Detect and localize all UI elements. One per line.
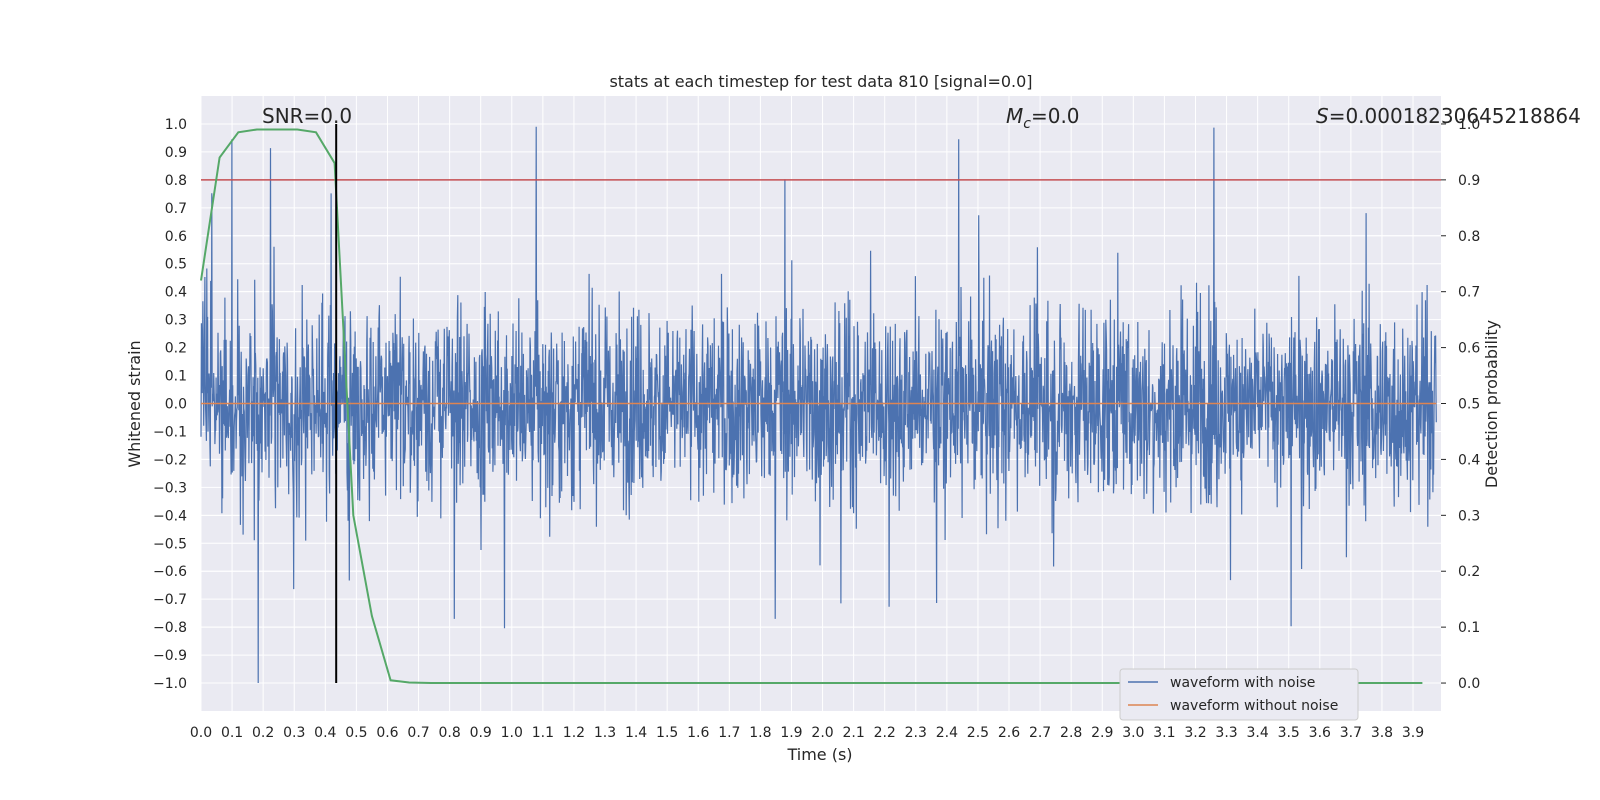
x-tick-label: 3.4	[1247, 725, 1269, 741]
x-tick-label: 2.3	[905, 725, 927, 741]
x-tick-label: 0.9	[470, 725, 492, 741]
y-axis-label: Whitened strain	[125, 340, 144, 467]
y2-tick-label: 0.9	[1458, 173, 1480, 189]
y-tick-label: −0.3	[153, 480, 187, 496]
mc-value: =0.0	[1031, 104, 1080, 128]
x-tick-label: 2.0	[811, 725, 833, 741]
y-tick-labels: 1.0 0.9 0.8 0.7 0.6 0.5 0.4 0.3 0.2 0.1 0.0 −0.1 −0.…	[153, 117, 187, 692]
y2-tick-label: 0.0	[1458, 676, 1480, 692]
s-value: =0.00018230645218864	[1329, 104, 1581, 128]
x-tick-label: 2.6	[998, 725, 1020, 741]
x-tick-label: 3.3	[1215, 725, 1237, 741]
x-tick-label: 2.8	[1060, 725, 1082, 741]
s-annotation: S=0.00018230645218864	[1316, 104, 1581, 128]
x-tick-label: 0.4	[314, 725, 336, 741]
y2-tick-label: 0.7	[1458, 285, 1480, 301]
y2-tick-label: 0.2	[1458, 564, 1480, 580]
mc-annotation: Mc=0.0	[1006, 104, 1080, 132]
x-tick-label: 2.7	[1029, 725, 1051, 741]
x-tick-label: 1.4	[625, 725, 647, 741]
y-tick-label: 1.0	[165, 117, 187, 133]
y-tick-label: −0.2	[153, 452, 187, 468]
y-tick-label: −0.4	[153, 508, 187, 524]
noise-waveform-line	[200, 126, 1437, 684]
x-tick-label: 1.2	[563, 725, 585, 741]
y-tick-label: −0.6	[153, 564, 187, 580]
x-tick-label: 2.9	[1091, 725, 1113, 741]
x-tick-label: 2.1	[842, 725, 864, 741]
x-tick-label: 3.9	[1402, 725, 1424, 741]
x-tick-label: 2.4	[936, 725, 958, 741]
overlays	[200, 123, 1441, 684]
y-tick-label: −0.1	[153, 424, 187, 440]
y-tick-label: −0.8	[153, 620, 187, 636]
x-tick-labels: 0.0 0.1 0.2 0.3 0.4 0.5 0.6 0.7 0.8 0.9 1.0 1.1 1.2 1…	[190, 725, 1424, 741]
y-tick-label: 0.6	[165, 229, 187, 245]
x-tick-label: 1.3	[594, 725, 616, 741]
y-tick-label: −0.9	[153, 648, 187, 664]
x-tick-label: 3.7	[1340, 725, 1362, 741]
x-tick-label: 0.2	[252, 725, 274, 741]
x-tick-label: 1.7	[718, 725, 740, 741]
x-tick-label: 3.1	[1153, 725, 1175, 741]
y2-tick-labels: 1.0 0.9 0.8 0.7 0.6 0.5 0.4 0.3 0.2 0.1 0.0	[1441, 117, 1480, 692]
x-tick-label: 1.8	[749, 725, 771, 741]
y2-tick-label: 0.3	[1458, 508, 1480, 524]
y2-tick-label: 1.0	[1458, 117, 1480, 133]
legend-label-noise: waveform with noise	[1170, 675, 1315, 691]
x-tick-label: 3.6	[1309, 725, 1331, 741]
noise-series	[200, 126, 1437, 684]
x-tick-label: 1.9	[780, 725, 802, 741]
y-tick-label: 0.7	[165, 201, 187, 217]
y-tick-label: 0.9	[165, 145, 187, 161]
mc-symbol: M	[1006, 104, 1023, 128]
x-tick-label: 0.8	[438, 725, 460, 741]
legend-label-clean: waveform without noise	[1170, 698, 1338, 714]
y-tick-label: 0.3	[165, 313, 187, 329]
y-tick-label: −1.0	[153, 676, 187, 692]
mc-subscript: c	[1023, 116, 1031, 132]
x-tick-label: 0.1	[221, 725, 243, 741]
legend-box	[1119, 668, 1359, 721]
y2-tick-label: 0.1	[1458, 620, 1480, 636]
y-tick-label: −0.5	[153, 536, 187, 552]
x-tick-label: 3.2	[1184, 725, 1206, 741]
x-tick-label: 0.7	[407, 725, 429, 741]
y-tick-label: 0.0	[165, 397, 187, 413]
y2-tick-label: 0.6	[1458, 341, 1480, 357]
x-tick-label: 0.3	[283, 725, 305, 741]
x-tick-label: 1.0	[501, 725, 523, 741]
x-tick-label: 1.5	[656, 725, 678, 741]
x-tick-label: 0.0	[190, 725, 212, 741]
s-symbol: S	[1316, 104, 1329, 128]
y2-axis-label: Detection probability	[1482, 320, 1501, 488]
y-tick-label: 0.4	[165, 285, 187, 301]
y-tick-label: −0.7	[153, 592, 187, 608]
y2-tick-label: 0.5	[1458, 397, 1480, 413]
legend: waveform with noise waveform without noi…	[1119, 668, 1359, 721]
y-tick-label: 0.8	[165, 173, 187, 189]
x-tick-label: 0.5	[345, 725, 367, 741]
y-tick-label: 0.2	[165, 341, 187, 357]
chart-title: stats at each timestep for test data 810…	[609, 72, 1032, 91]
x-tick-label: 1.6	[687, 725, 709, 741]
x-tick-label: 1.1	[532, 725, 554, 741]
y-tick-label: 0.5	[165, 257, 187, 273]
y2-tick-label: 0.8	[1458, 229, 1480, 245]
x-axis-label: Time (s)	[786, 745, 852, 764]
x-tick-label: 3.8	[1371, 725, 1393, 741]
detection-probability-line	[200, 128, 1423, 684]
y-tick-label: 0.1	[165, 369, 187, 385]
x-tick-label: 2.5	[967, 725, 989, 741]
y2-tick-label: 0.4	[1458, 452, 1480, 468]
snr-annotation: SNR=0.0	[262, 104, 352, 128]
x-tick-label: 3.0	[1122, 725, 1144, 741]
x-tick-label: 3.5	[1278, 725, 1300, 741]
x-tick-label: 2.2	[874, 725, 896, 741]
x-tick-label: 0.6	[376, 725, 398, 741]
